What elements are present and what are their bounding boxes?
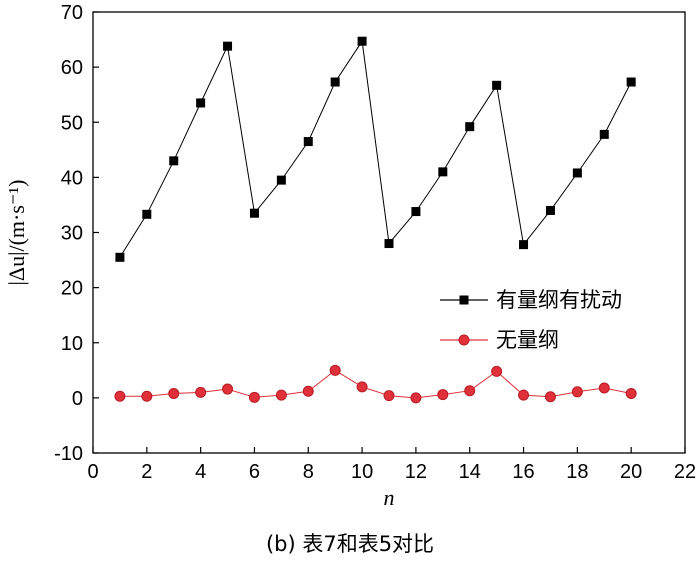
data-point bbox=[598, 382, 610, 394]
plot-frame bbox=[92, 11, 686, 454]
y-tick-label: 60 bbox=[61, 57, 83, 79]
data-point bbox=[383, 390, 395, 402]
data-point bbox=[142, 209, 152, 219]
y-tick-label: 70 bbox=[61, 2, 83, 24]
data-point bbox=[196, 98, 206, 108]
series-layer bbox=[114, 36, 637, 404]
data-point bbox=[357, 36, 367, 46]
plot-area bbox=[92, 11, 686, 454]
legend-label: 无量纲 bbox=[496, 328, 559, 352]
data-point bbox=[438, 167, 448, 177]
data-point bbox=[437, 389, 449, 401]
series-1 bbox=[115, 36, 636, 262]
data-point bbox=[410, 392, 422, 404]
x-tick-label: 6 bbox=[249, 461, 260, 483]
data-point bbox=[625, 387, 637, 399]
data-point bbox=[114, 390, 126, 402]
data-point bbox=[464, 385, 476, 397]
x-tick-label: 18 bbox=[566, 461, 588, 483]
data-point bbox=[223, 41, 233, 51]
y-tick-label: 0 bbox=[72, 388, 83, 410]
y-tick-label: -10 bbox=[54, 443, 83, 465]
x-tick-label: 10 bbox=[351, 461, 373, 483]
data-point bbox=[571, 386, 583, 398]
x-tick-label: 22 bbox=[674, 461, 696, 483]
data-point bbox=[141, 390, 153, 402]
data-point bbox=[599, 129, 609, 139]
data-point bbox=[519, 240, 529, 250]
data-point bbox=[545, 205, 555, 215]
data-point bbox=[115, 252, 125, 262]
x-tick-label: 16 bbox=[512, 461, 534, 483]
legend-item: 无量纲 bbox=[440, 328, 559, 352]
x-tick-label: 14 bbox=[459, 461, 481, 483]
data-point bbox=[195, 386, 207, 398]
y-tick-label: 20 bbox=[61, 278, 83, 300]
data-point bbox=[303, 137, 313, 147]
x-tick-label: 0 bbox=[87, 461, 98, 483]
data-point bbox=[492, 80, 502, 90]
x-tick-label: 2 bbox=[141, 461, 152, 483]
x-axis-label: n bbox=[384, 485, 395, 510]
legend-marker bbox=[459, 295, 469, 305]
data-point bbox=[249, 208, 259, 218]
data-point bbox=[572, 168, 582, 178]
data-point bbox=[544, 391, 556, 403]
y-tick-label: 30 bbox=[61, 223, 83, 245]
data-point bbox=[491, 365, 503, 377]
data-point bbox=[169, 156, 179, 166]
data-point bbox=[356, 381, 368, 393]
data-point bbox=[275, 389, 287, 401]
data-point bbox=[248, 391, 260, 403]
data-point bbox=[168, 387, 180, 399]
data-point bbox=[384, 239, 394, 249]
y-tick-label: 50 bbox=[61, 112, 83, 134]
data-point bbox=[330, 77, 340, 87]
x-tick-label: 8 bbox=[303, 461, 314, 483]
x-tick-label: 12 bbox=[405, 461, 427, 483]
x-tick-label: 4 bbox=[195, 461, 206, 483]
series-line bbox=[119, 39, 632, 258]
data-point bbox=[518, 389, 530, 401]
data-point bbox=[626, 77, 636, 87]
data-point bbox=[329, 364, 341, 376]
data-point bbox=[411, 207, 421, 217]
y-tick-label: 10 bbox=[61, 333, 83, 355]
legend-marker bbox=[458, 334, 470, 346]
y-tick-label: 40 bbox=[61, 167, 83, 189]
legend-item: 有量纲有扰动 bbox=[440, 288, 622, 312]
legend-label: 有量纲有扰动 bbox=[496, 288, 622, 312]
data-point bbox=[465, 122, 475, 132]
data-point bbox=[276, 175, 286, 185]
data-point bbox=[222, 383, 234, 395]
figure-caption: (b) 表7和表5对比 bbox=[265, 532, 435, 556]
data-point bbox=[302, 385, 314, 397]
series-2 bbox=[114, 364, 637, 404]
y-axis-label: |Δu|/(m·s⁻¹) bbox=[4, 180, 29, 286]
x-tick-label: 20 bbox=[620, 461, 642, 483]
